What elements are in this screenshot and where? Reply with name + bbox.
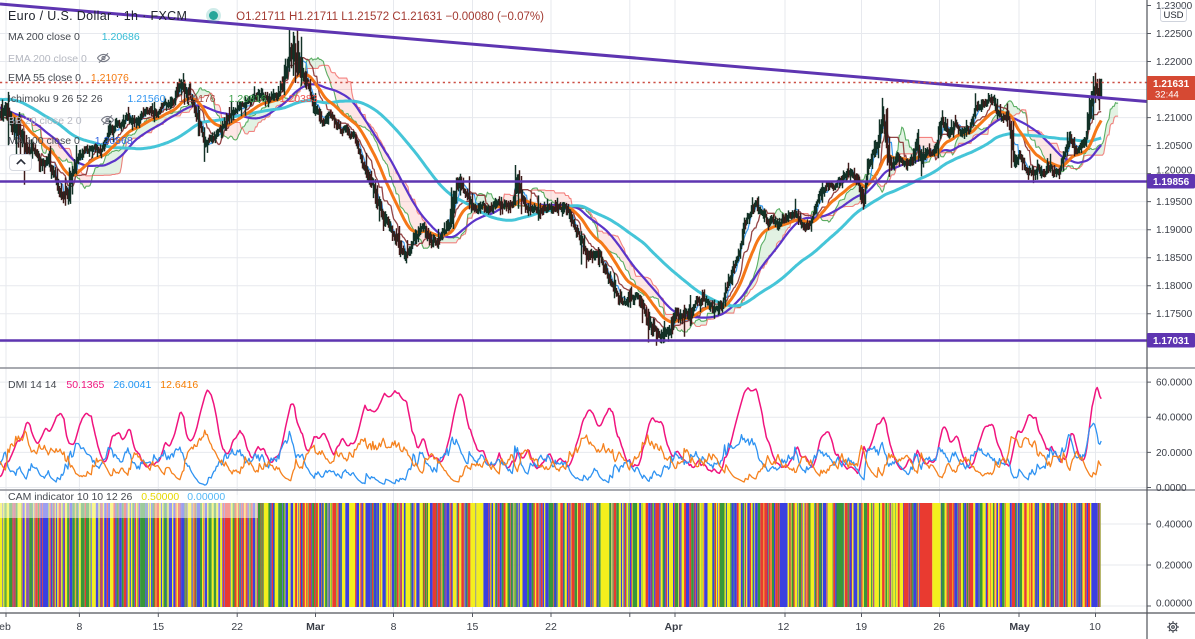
svg-text:0.40000: 0.40000 — [1156, 520, 1193, 531]
svg-text:20.0000: 20.0000 — [1156, 448, 1193, 459]
svg-text:1.17500: 1.17500 — [1156, 309, 1193, 320]
svg-text:1.22000: 1.22000 — [1156, 57, 1193, 68]
svg-text:40.0000: 40.0000 — [1156, 413, 1193, 424]
svg-text:1.19500: 1.19500 — [1156, 197, 1193, 208]
svg-text:1.18000: 1.18000 — [1156, 281, 1193, 292]
svg-text:1.22500: 1.22500 — [1156, 29, 1193, 40]
svg-text:1.23000: 1.23000 — [1156, 1, 1193, 12]
svg-text:60.0000: 60.0000 — [1156, 378, 1193, 389]
svg-text:1.20500: 1.20500 — [1156, 141, 1193, 152]
svg-text:1.18500: 1.18500 — [1156, 253, 1193, 264]
svg-text:1.17031: 1.17031 — [1153, 336, 1190, 347]
svg-text:0.00000: 0.00000 — [1156, 599, 1193, 610]
svg-text:1.20000: 1.20000 — [1156, 166, 1193, 177]
svg-text:0.0000: 0.0000 — [1156, 483, 1187, 494]
svg-text:1.21631: 1.21631 — [1153, 79, 1190, 90]
svg-text:1.19000: 1.19000 — [1156, 225, 1193, 236]
svg-text:0.20000: 0.20000 — [1156, 561, 1193, 572]
svg-text:32:44: 32:44 — [1155, 90, 1179, 101]
svg-text:1.21000: 1.21000 — [1156, 113, 1193, 124]
svg-text:1.19856: 1.19856 — [1153, 177, 1190, 188]
